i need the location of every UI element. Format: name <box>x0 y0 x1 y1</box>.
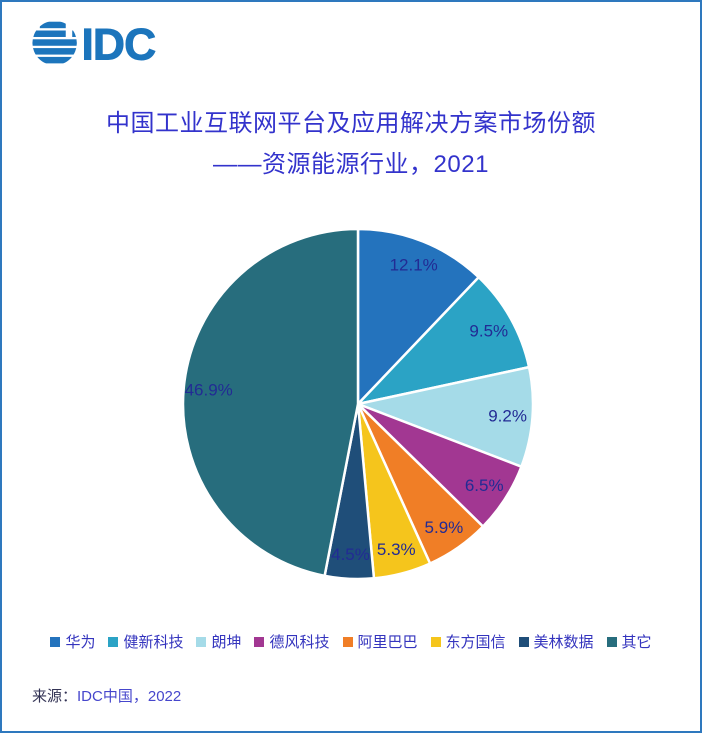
legend-label: 华为 <box>65 634 96 651</box>
legend: 华为 健新科技 朗坤 德风科技 阿里巴巴 东方国信 美林数据 其它 <box>2 631 700 652</box>
legend-item-3: 德风科技 <box>254 631 330 652</box>
pie-label-3: 6.5% <box>465 476 504 495</box>
legend-label: 东方国信 <box>445 634 506 651</box>
pie-label-7: 46.9% <box>185 381 233 400</box>
legend-swatch-icon <box>342 636 353 647</box>
pie-label-2: 9.2% <box>488 407 527 426</box>
legend-item-1: 健新科技 <box>108 631 183 652</box>
legend-swatch-icon <box>196 636 207 647</box>
pie-label-0: 12.1% <box>390 256 438 275</box>
chart-title-line2: ——资源能源行业，2021 <box>213 151 489 178</box>
chart-title-line1: 中国工业互联网平台及应用解决方案市场份额 <box>106 110 596 137</box>
legend-swatch-icon <box>254 636 265 647</box>
idc-logo: IDC <box>30 18 170 70</box>
pie-slice-1 <box>356 276 531 406</box>
legend-swatch-icon <box>50 636 61 647</box>
legend-item-7: 其它 <box>606 631 652 652</box>
pie-label-6: 4.5% <box>331 545 370 564</box>
legend-label: 其它 <box>621 634 652 651</box>
pie-slice-7 <box>181 227 360 578</box>
pie-chart: 12.1% 9.5% 9.2% 6.5% 5.9% 5.3% 4.5% 46.9% <box>148 194 568 614</box>
source-value: IDC中国，2022 <box>77 688 182 705</box>
pie-slice-0 <box>356 227 480 406</box>
source-note: 来源：IDC中国，2022 <box>32 685 181 706</box>
globe-icon <box>32 21 77 64</box>
pie-chart-svg: 12.1% 9.5% 9.2% 6.5% 5.9% 5.3% 4.5% 46.9% <box>181 227 535 581</box>
legend-item-5: 东方国信 <box>430 631 506 652</box>
legend-label: 德风科技 <box>269 634 330 651</box>
legend-label: 朗坤 <box>211 634 242 651</box>
legend-item-0: 华为 <box>50 631 95 652</box>
legend-label: 美林数据 <box>533 634 594 651</box>
idc-logo-graphic: IDC <box>32 20 157 70</box>
legend-swatch-icon <box>606 636 617 647</box>
pie-label-5: 5.3% <box>377 540 416 559</box>
source-prefix: 来源： <box>32 688 78 705</box>
legend-label: 健新科技 <box>123 634 184 651</box>
legend-label: 阿里巴巴 <box>357 634 418 651</box>
legend-item-4: 阿里巴巴 <box>342 631 418 652</box>
legend-item-6: 美林数据 <box>518 631 594 652</box>
legend-swatch-icon <box>518 636 529 647</box>
legend-item-2: 朗坤 <box>196 631 241 652</box>
idc-logo-text: IDC <box>81 21 155 68</box>
pie-slice-2 <box>356 365 535 468</box>
legend-swatch-icon <box>430 636 441 647</box>
pie-label-4: 5.9% <box>425 518 464 537</box>
pie-label-1: 9.5% <box>469 322 508 341</box>
legend-swatch-icon <box>108 636 119 647</box>
